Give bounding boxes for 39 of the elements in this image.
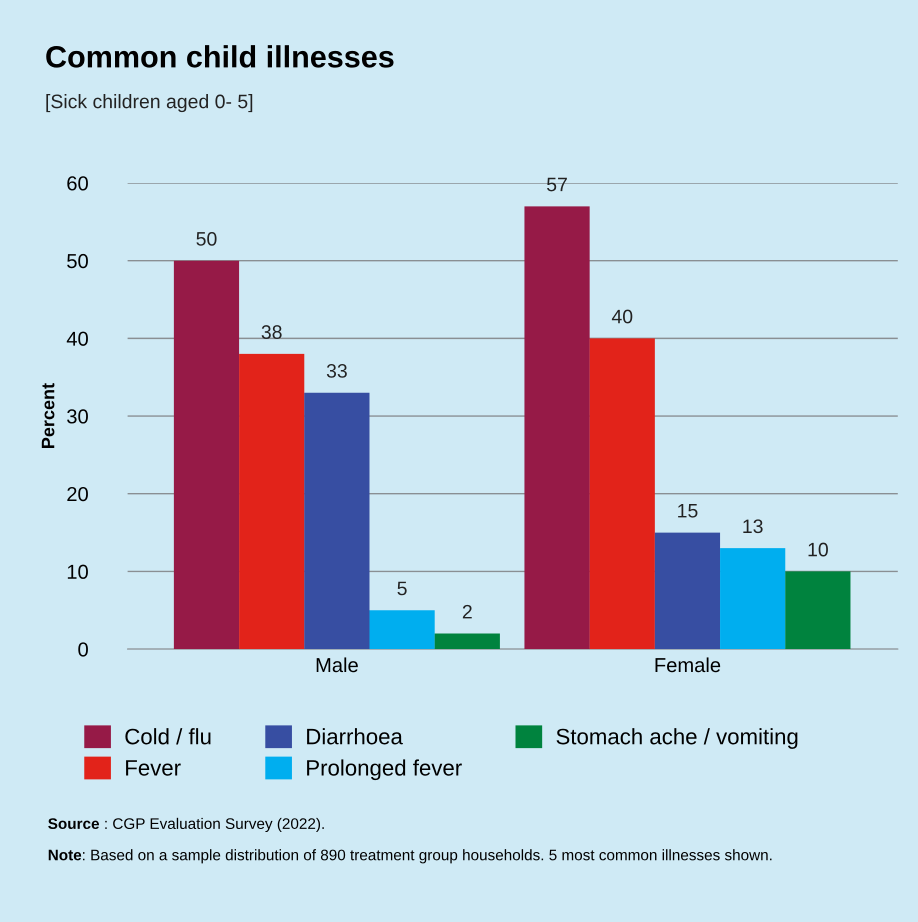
y-tick-label: 20	[67, 486, 88, 502]
legend-label: Fever	[126, 760, 181, 776]
data-label: 2	[462, 604, 472, 618]
legend-label: Diarrhoea	[307, 728, 403, 744]
y-tick-label: 10	[68, 564, 88, 579]
text: Note: Based on a sample distribution of 890 treatment group households. 5 most common illnesses shown.	[48, 849, 772, 864]
data-label: 50	[196, 232, 217, 246]
bar	[524, 206, 590, 650]
legend-label: Stomach ache / vomiting	[556, 728, 798, 749]
bar	[174, 260, 240, 650]
bar	[654, 532, 720, 650]
bar	[239, 354, 304, 650]
chart-subtitle: [Sick children aged 0- 5]	[46, 94, 252, 112]
data-label: 13	[743, 519, 763, 534]
legend-label: Cold / flu	[125, 728, 210, 744]
data-label: 38	[262, 325, 282, 339]
legend-label: Prolonged fever	[307, 759, 462, 780]
y-tick-label: 30	[67, 409, 88, 424]
x-tick-label: Female	[656, 657, 720, 672]
bar	[785, 571, 850, 650]
bar	[304, 392, 370, 650]
data-label: 40	[612, 310, 632, 324]
bar	[434, 634, 500, 650]
y-tick-label: 40	[66, 332, 88, 346]
y-tick-label: 50	[67, 254, 88, 268]
source-note: Source : CGP Evaluation Survey (2022).	[48, 818, 324, 832]
bar	[590, 338, 655, 650]
chart-title: Common child illnesses	[46, 45, 394, 68]
bar	[369, 610, 435, 650]
x-tick-label: Male	[316, 657, 358, 672]
data-label: 5	[397, 582, 407, 596]
y-tick-label: 60	[67, 176, 88, 191]
data-label: 10	[808, 542, 828, 556]
data-label: 57	[547, 178, 567, 192]
y-axis-title: Percent	[42, 383, 54, 448]
bar	[720, 548, 786, 650]
data-label: 15	[678, 504, 698, 518]
data-label: 33	[326, 364, 347, 378]
y-tick-label: 0	[78, 642, 88, 657]
